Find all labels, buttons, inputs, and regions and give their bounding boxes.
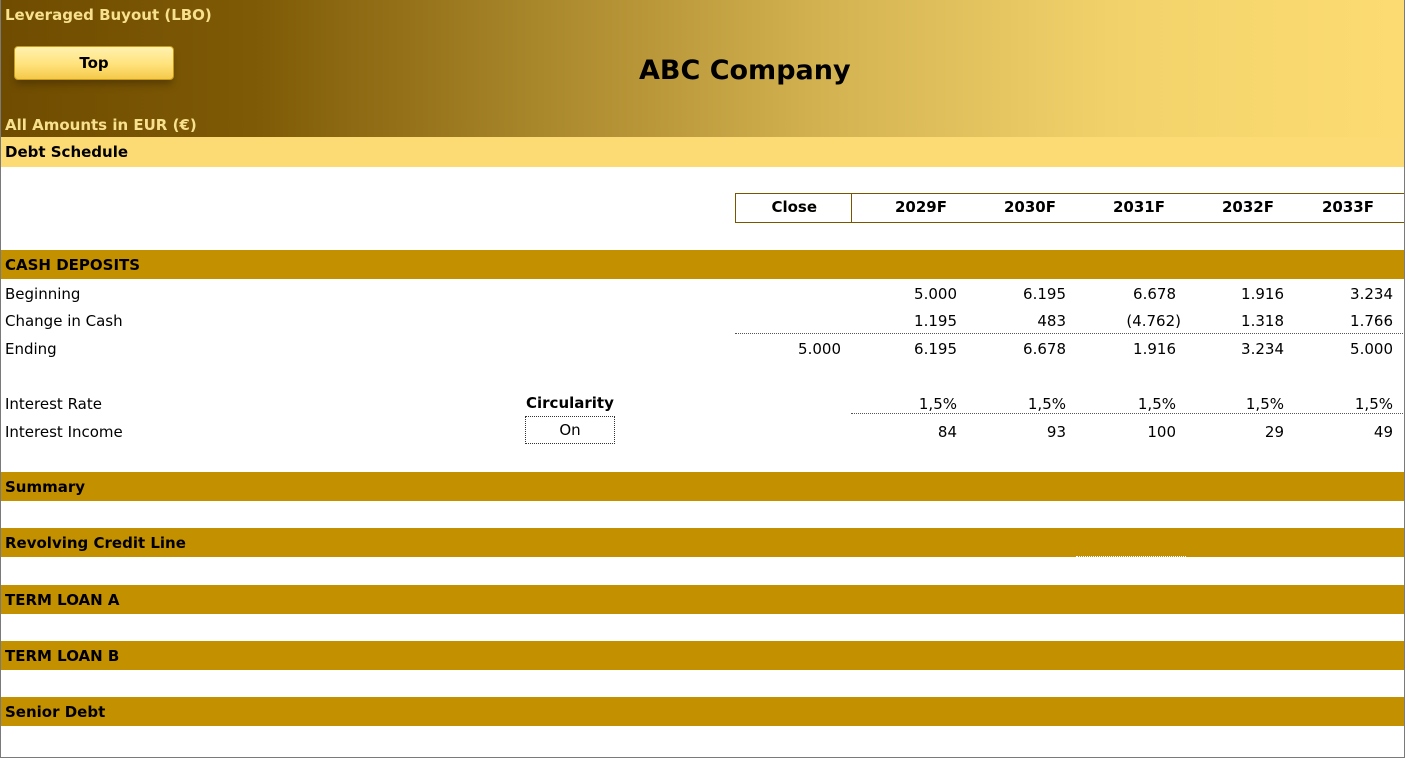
section-band-label: TERM LOAN B: [5, 647, 120, 665]
section-band-label: Summary: [5, 478, 86, 496]
cell: 1.916: [1241, 285, 1284, 303]
company-name: ABC Company: [639, 55, 851, 86]
header-banner: Leveraged Buyout (LBO) Top ABC Company A…: [1, 0, 1404, 137]
section-band-label: Revolving Credit Line: [5, 534, 186, 552]
cell: 6.195: [914, 340, 957, 358]
spreadsheet: Leveraged Buyout (LBO) Top ABC Company A…: [0, 0, 1405, 758]
row-label-beginning: Beginning: [5, 285, 81, 303]
top-button[interactable]: Top: [14, 46, 174, 80]
row-label-ending: Ending: [5, 340, 57, 358]
cell: 49: [1373, 423, 1393, 441]
input-underline: [851, 413, 1403, 414]
column-header-2033: 2033F: [1322, 198, 1374, 216]
cell[interactable]: 1,5%: [918, 395, 957, 413]
column-header-frame: [735, 193, 1404, 223]
row-label-interest-income: Interest Income: [5, 423, 123, 441]
cell: 3.234: [1241, 340, 1284, 358]
row-label-change-in-cash: Change in Cash: [5, 312, 123, 330]
column-header-separator: [851, 193, 852, 223]
column-header-2029: 2029F: [895, 198, 947, 216]
cell: 5.000: [1350, 340, 1393, 358]
cell: 1.318: [1241, 312, 1284, 330]
column-header-2031: 2031F: [1113, 198, 1165, 216]
cell-divider: [1076, 556, 1186, 557]
section-band-term-loan-b[interactable]: TERM LOAN B: [1, 641, 1404, 670]
row-label-interest-rate: Interest Rate: [5, 395, 102, 413]
cell: 6.678: [1023, 340, 1066, 358]
cell: 6.195: [1023, 285, 1066, 303]
circularity-toggle[interactable]: On: [525, 416, 615, 444]
section-band-label: Senior Debt: [5, 703, 106, 721]
app-title: Leveraged Buyout (LBO): [5, 6, 212, 24]
cell: 5.000: [914, 285, 957, 303]
section-band-summary[interactable]: Summary: [1, 472, 1404, 501]
section-band-label: CASH DEPOSITS: [5, 256, 141, 274]
section-band-revolving-credit-line[interactable]: Revolving Credit Line: [1, 528, 1404, 557]
cell: 6.678: [1133, 285, 1176, 303]
cell[interactable]: 1,5%: [1354, 395, 1393, 413]
cell: 29: [1264, 423, 1284, 441]
cell: 84: [937, 423, 957, 441]
section-band-cash-deposits: CASH DEPOSITS: [1, 250, 1404, 279]
currency-note: All Amounts in EUR (€): [5, 116, 197, 134]
cell: 1.916: [1133, 340, 1176, 358]
section-band-label: TERM LOAN A: [5, 591, 120, 609]
column-header-2030: 2030F: [1004, 198, 1056, 216]
cell: 5.000: [798, 340, 841, 358]
section-title: Debt Schedule: [5, 143, 129, 161]
cell: (4.762): [1126, 312, 1181, 330]
cell: 1.195: [914, 312, 957, 330]
cell[interactable]: 1,5%: [1245, 395, 1284, 413]
cell: 93: [1046, 423, 1066, 441]
section-band-senior-debt[interactable]: Senior Debt: [1, 697, 1404, 726]
subtotal-line: [735, 333, 1403, 334]
cell: 483: [1037, 312, 1066, 330]
column-header-2032: 2032F: [1222, 198, 1274, 216]
cell: 1.766: [1350, 312, 1393, 330]
column-header-close: Close: [771, 198, 817, 216]
circularity-label: Circularity: [526, 394, 614, 412]
section-title-bar: Debt Schedule: [1, 137, 1404, 167]
section-band-term-loan-a[interactable]: TERM LOAN A: [1, 585, 1404, 614]
cell: 100: [1147, 423, 1176, 441]
cell: 3.234: [1350, 285, 1393, 303]
cell[interactable]: 1,5%: [1137, 395, 1176, 413]
cell[interactable]: 1,5%: [1027, 395, 1066, 413]
